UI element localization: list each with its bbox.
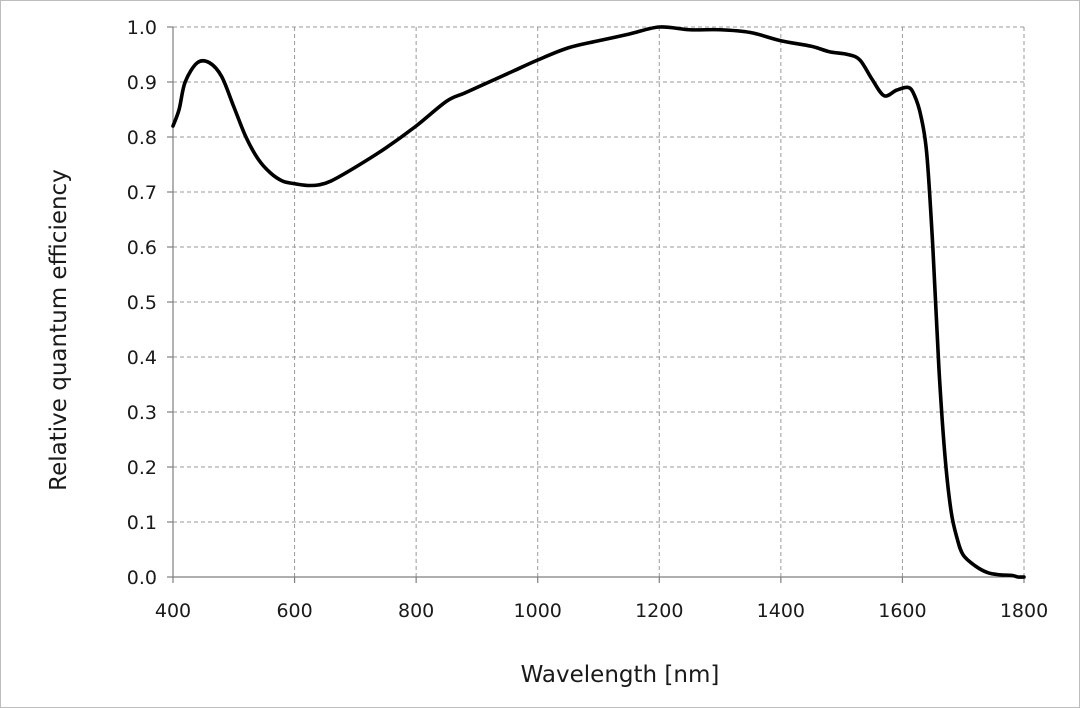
x-tick-label: 800 bbox=[398, 600, 434, 622]
y-tick-label: 1.0 bbox=[127, 17, 157, 39]
y-tick-label: 0.0 bbox=[127, 567, 157, 589]
y-tick-label: 0.9 bbox=[127, 72, 157, 94]
x-tick-label: 600 bbox=[276, 600, 312, 622]
series-layer bbox=[171, 25, 1026, 579]
y-tick-label: 0.8 bbox=[127, 127, 157, 149]
x-tick-label: 1200 bbox=[635, 600, 683, 622]
tick-labels: 400 600 800 1000 1200 1400 1600 1800 0.0 0.1 0.2 0.… bbox=[127, 17, 1048, 622]
x-axis-title: Wavelength [nm] bbox=[521, 662, 720, 688]
y-tick-label: 0.1 bbox=[127, 512, 157, 534]
y-tick-label: 0.5 bbox=[127, 292, 157, 314]
y-tick-label: 0.7 bbox=[127, 182, 157, 204]
x-tick-label: 1800 bbox=[1000, 600, 1048, 622]
y-tick-label: 0.4 bbox=[127, 347, 157, 369]
grid-layer bbox=[173, 26, 1025, 577]
y-axis-title: Relative quantum efficiency bbox=[46, 169, 72, 491]
y-tick-label: 0.3 bbox=[127, 402, 157, 424]
x-tick-label: 1600 bbox=[878, 600, 926, 622]
x-tick-label: 1400 bbox=[757, 600, 805, 622]
axis-layer bbox=[167, 26, 1025, 583]
x-tick-label: 400 bbox=[155, 600, 191, 622]
x-tick-label: 1000 bbox=[514, 600, 562, 622]
qe-curve bbox=[171, 25, 1026, 579]
y-tick-label: 0.2 bbox=[127, 457, 157, 479]
y-tick-label: 0.6 bbox=[127, 237, 157, 259]
